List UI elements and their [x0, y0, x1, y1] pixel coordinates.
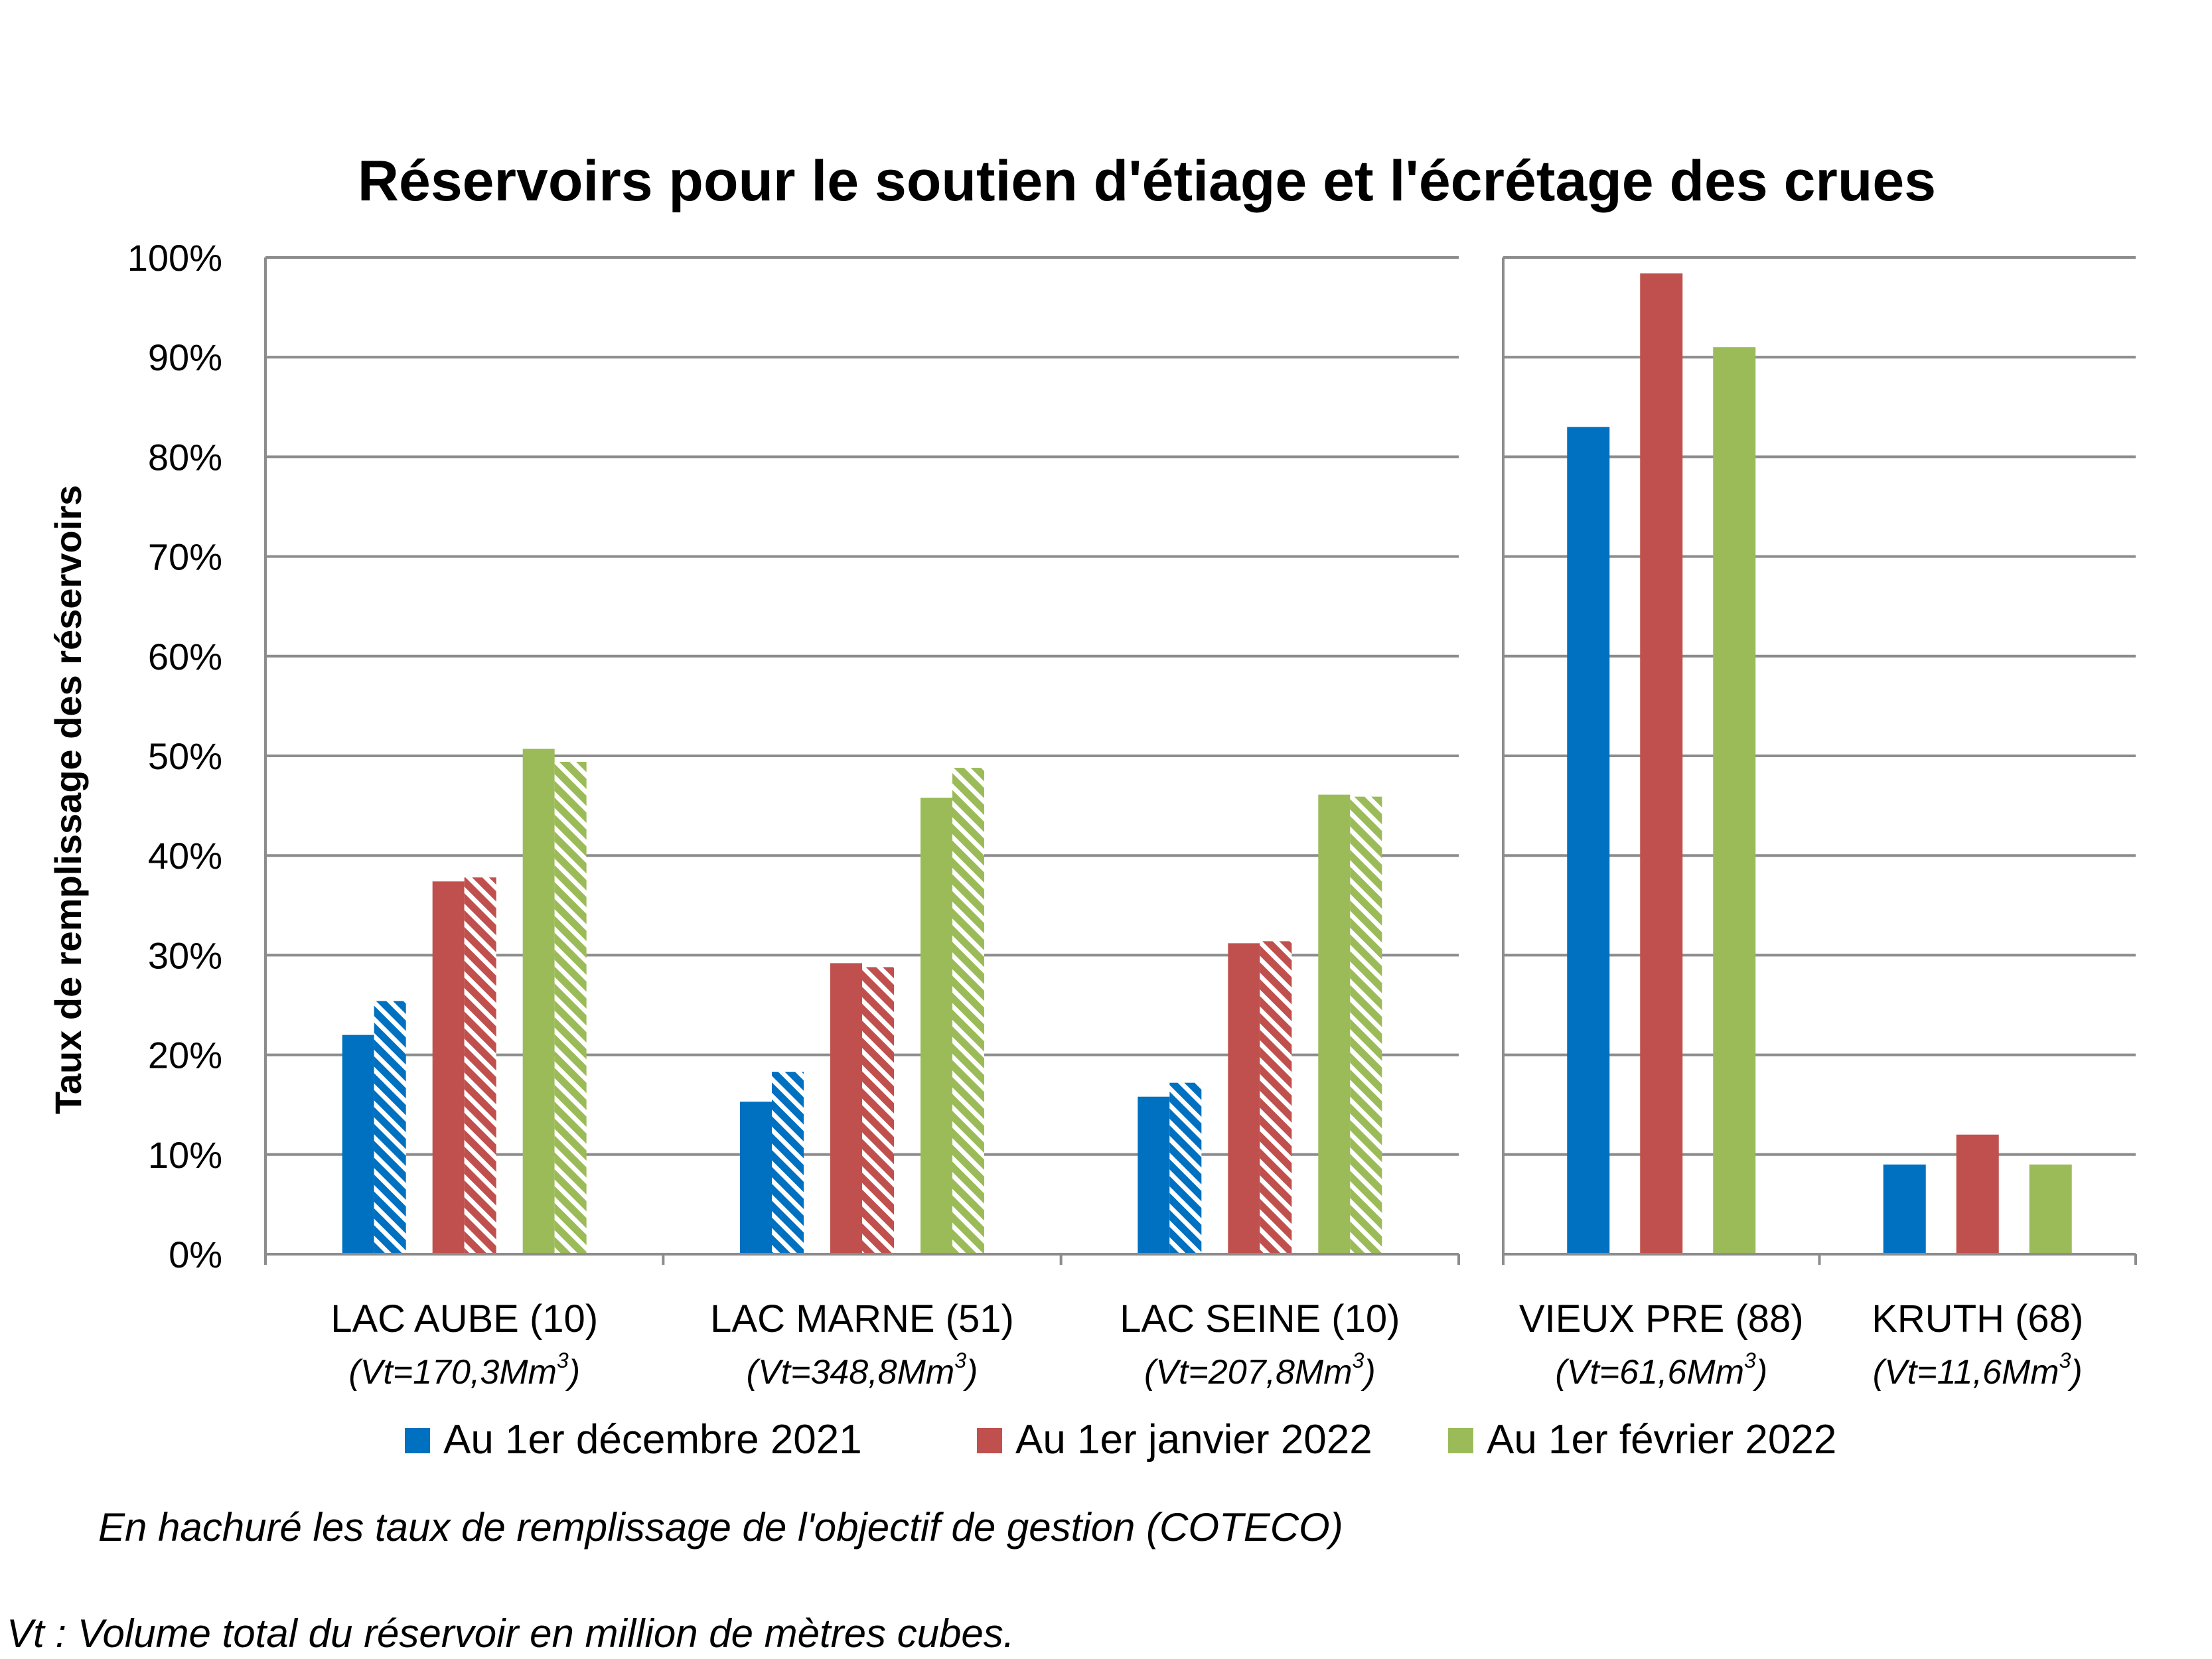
category-labels: LAC AUBE (10)(Vt=170,3Mm3)LAC MARNE (51)…: [331, 1297, 2083, 1392]
bar: [522, 749, 555, 1254]
y-tick-label: 50%: [148, 735, 222, 777]
bar: [432, 881, 465, 1254]
volume-unit-superscript: 3: [2059, 1348, 2071, 1372]
bars: [342, 273, 2072, 1255]
volume-close: ): [565, 1353, 580, 1392]
bar: [920, 798, 952, 1254]
y-axis-label: Taux de remplissage des réservoirs: [47, 485, 89, 1114]
legend-swatch: [405, 1428, 430, 1453]
bar: [2029, 1164, 2072, 1254]
category-label: LAC AUBE (10): [331, 1297, 598, 1340]
category-volume-label: (Vt=11,6Mm3): [1873, 1348, 2083, 1392]
category-volume-label: (Vt=170,3Mm3): [348, 1348, 580, 1392]
bar: [342, 1035, 374, 1254]
objective-bar: [1260, 941, 1292, 1254]
bar: [1318, 794, 1351, 1254]
volume-close: ): [2067, 1353, 2082, 1392]
objective-bar: [1169, 1082, 1202, 1254]
volume-unit-superscript: 3: [954, 1348, 966, 1372]
volume-unit-superscript: 3: [1744, 1348, 1756, 1372]
y-tick-label: 60%: [148, 636, 222, 678]
bar: [830, 963, 862, 1254]
bar: [1883, 1164, 1926, 1254]
bar: [1228, 943, 1260, 1254]
axes: [264, 257, 2137, 1265]
category-label: LAC SEINE (10): [1120, 1297, 1400, 1340]
volume-note: Vt : Volume total du réservoir en millio…: [7, 1611, 1014, 1656]
objective-bar: [861, 967, 894, 1254]
volume-unit-superscript: 3: [557, 1348, 569, 1372]
category-label: VIEUX PRE (88): [1519, 1297, 1804, 1340]
volume-value: (Vt=348,8Mm: [747, 1353, 955, 1392]
y-tick-labels: 0% 10% 20% 30% 40% 50% 60% 70% 80% 90% 100%: [127, 237, 222, 1275]
category-label: LAC MARNE (51): [710, 1297, 1014, 1340]
legend-label: Au 1er décembre 2021: [443, 1417, 862, 1463]
bar: [1956, 1134, 1999, 1254]
volume-value: (Vt=61,6Mm: [1555, 1353, 1744, 1392]
volume-value: (Vt=11,6Mm: [1873, 1353, 2059, 1392]
bar: [1713, 347, 1756, 1255]
bar: [1640, 273, 1683, 1255]
objective-bar: [374, 1001, 406, 1254]
legend-swatch: [1448, 1428, 1473, 1453]
volume-close: ): [962, 1353, 978, 1392]
legend-swatch: [977, 1428, 1002, 1453]
category-label: KRUTH (68): [1872, 1297, 2083, 1340]
bar: [739, 1102, 772, 1254]
objective-bar: [464, 877, 496, 1254]
y-tick-label: 40%: [148, 835, 222, 877]
y-tick-label: 80%: [148, 436, 222, 478]
bar: [1567, 427, 1610, 1254]
volume-close: ): [1752, 1353, 1767, 1392]
y-tick-label: 90%: [148, 336, 222, 378]
volume-value: (Vt=207,8Mm: [1144, 1353, 1353, 1392]
legend-label: Au 1er janvier 2022: [1015, 1417, 1372, 1463]
y-tick-label: 100%: [127, 237, 222, 279]
volume-unit-superscript: 3: [1353, 1348, 1364, 1372]
hatch-note: En hachuré les taux de remplissage de l'…: [98, 1505, 1343, 1550]
objective-bar: [1350, 796, 1382, 1254]
legend-label: Au 1er février 2022: [1487, 1417, 1836, 1463]
chart-title: Réservoirs pour le soutien d'étiage et l…: [358, 149, 1936, 213]
y-tick-label: 0%: [169, 1234, 222, 1275]
objective-bar: [771, 1072, 804, 1254]
y-tick-label: 20%: [148, 1035, 222, 1076]
category-volume-label: (Vt=348,8Mm3): [747, 1348, 978, 1392]
volume-value: (Vt=170,3Mm: [348, 1353, 557, 1392]
y-tick-label: 30%: [148, 934, 222, 976]
objective-bar: [952, 768, 984, 1254]
objective-bar: [554, 762, 587, 1254]
bar: [1138, 1096, 1170, 1254]
category-volume-label: (Vt=61,6Mm3): [1555, 1348, 1767, 1392]
y-tick-label: 70%: [148, 536, 222, 578]
y-tick-label: 10%: [148, 1134, 222, 1176]
volume-close: ): [1360, 1353, 1375, 1392]
category-volume-label: (Vt=207,8Mm3): [1144, 1348, 1376, 1392]
legend: Au 1er décembre 2021 Au 1er janvier 2022 A…: [405, 1417, 1836, 1463]
